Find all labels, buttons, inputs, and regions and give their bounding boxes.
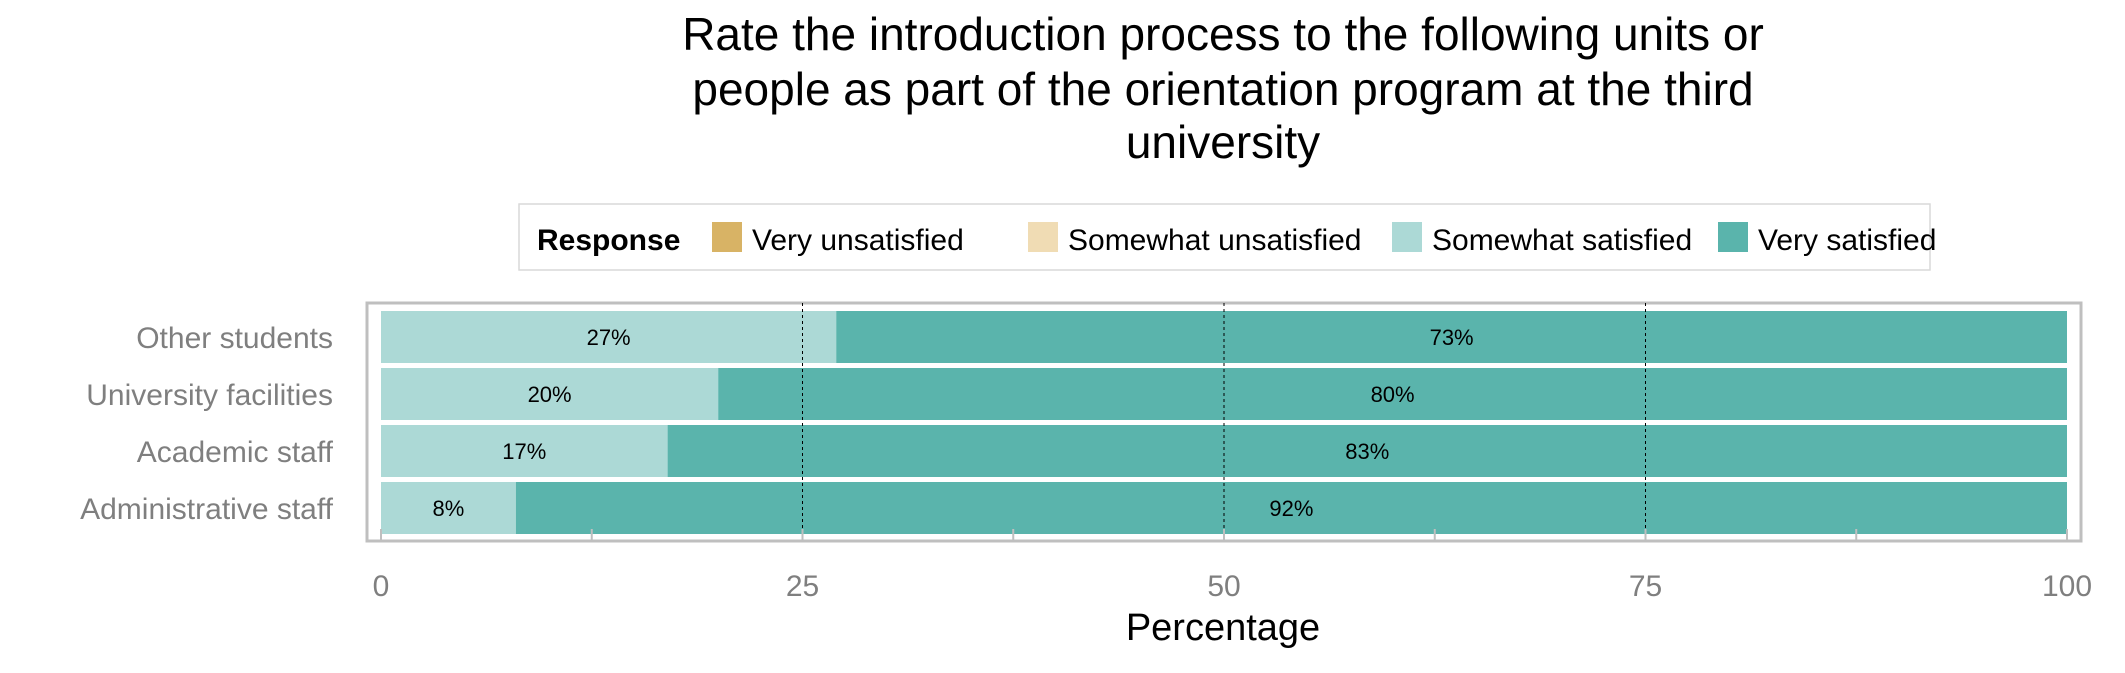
- data-label: 92%: [1269, 496, 1313, 521]
- x-tick-label: 0: [373, 570, 390, 603]
- category-label: University facilities: [86, 379, 333, 412]
- legend-swatch: [1392, 222, 1422, 252]
- chart-title-line-1: Rate the introduction process to the fol…: [682, 8, 1764, 60]
- chart-title-line-2: people as part of the orientation progra…: [692, 63, 1753, 115]
- legend: Response Very unsatisfied Somewhat unsati…: [518, 203, 1936, 271]
- legend-swatch: [1718, 222, 1748, 252]
- category-label: Other students: [136, 322, 333, 355]
- x-tick-label: 50: [1207, 570, 1240, 603]
- legend-swatch: [712, 222, 742, 252]
- bar-segment: [381, 425, 668, 477]
- plot-area: 27% 73% Other students 20% 80% University fac…: [80, 301, 2092, 603]
- x-tick-label: 75: [1629, 570, 1662, 603]
- legend-box: [518, 203, 1931, 271]
- bar-segment: [718, 368, 2068, 420]
- data-label: 20%: [528, 382, 572, 407]
- legend-label: Somewhat unsatisfied: [1068, 224, 1362, 257]
- data-label: 8%: [433, 496, 465, 521]
- bar-segment: [836, 311, 2067, 363]
- legend-title: Response: [537, 224, 680, 257]
- legend-label: Somewhat satisfied: [1432, 224, 1692, 257]
- legend-swatch: [1028, 222, 1058, 252]
- legend-label: Very satisfied: [1758, 224, 1936, 257]
- x-tick-label: 100: [2042, 570, 2092, 603]
- data-label: 83%: [1345, 439, 1389, 464]
- category-label: Administrative staff: [80, 493, 334, 526]
- chart-title-line-3: university: [1126, 116, 1320, 168]
- bar-segment: [381, 368, 719, 420]
- x-tick-label: 25: [786, 570, 819, 603]
- chart-title: Rate the introduction process to the fol…: [682, 8, 1764, 168]
- bar-segment: [515, 482, 2067, 534]
- x-axis-title: Percentage: [1126, 607, 1320, 649]
- data-label: 27%: [587, 325, 631, 350]
- data-label: 17%: [502, 439, 546, 464]
- legend-label: Very unsatisfied: [752, 224, 964, 257]
- bar-segment: [381, 482, 516, 534]
- bar-segment: [381, 311, 837, 363]
- data-label: 80%: [1371, 382, 1415, 407]
- data-label: 73%: [1430, 325, 1474, 350]
- bar-segment: [667, 425, 2067, 477]
- category-label: Academic staff: [137, 436, 334, 469]
